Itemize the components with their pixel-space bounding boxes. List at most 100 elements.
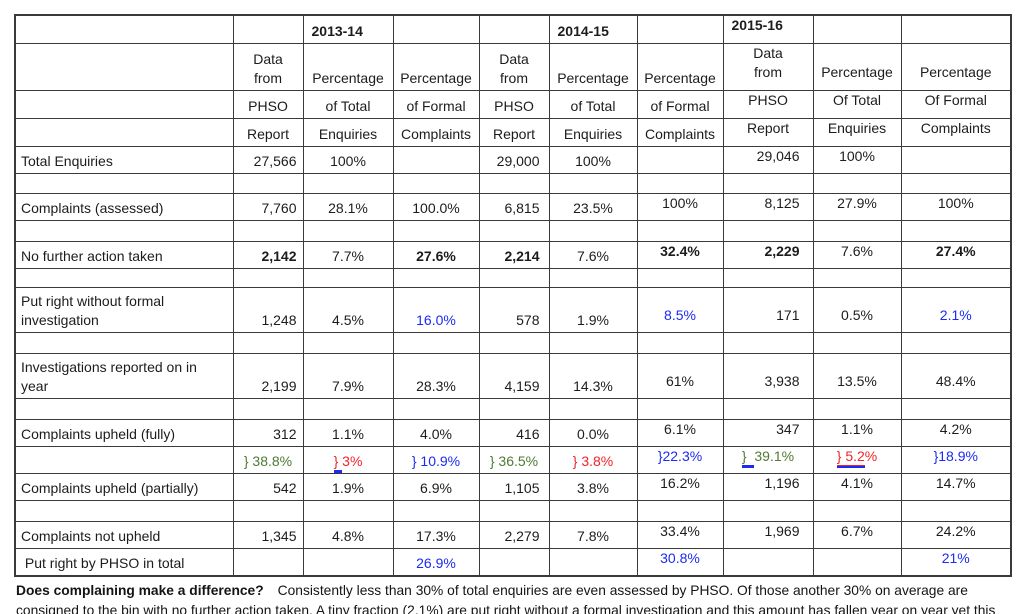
table-cell [722, 398, 814, 420]
header-cell: 2013-14 [302, 14, 394, 44]
table-cell: 14.7% [900, 473, 1012, 501]
table-cell: 4.8% [302, 521, 394, 549]
table-cell [302, 173, 394, 194]
table-cell [232, 398, 304, 420]
table-cell: 7,760 [232, 193, 304, 221]
table-cell [478, 332, 550, 354]
header-cell [14, 14, 234, 44]
table-cell: 2,142 [232, 241, 304, 269]
table-cell [636, 268, 724, 288]
table-cell: 347 [722, 419, 814, 447]
table-cell: 6.9% [392, 473, 480, 501]
table-cell: } 36.5% [478, 446, 550, 474]
phso-table: 2013-14 2014-15 2015-16 Data from Percentage… [14, 14, 1012, 577]
table-cell: 33.4% [636, 521, 724, 549]
header-cell [392, 14, 480, 44]
table-cell: 6,815 [478, 193, 550, 221]
table-cell: 416 [478, 419, 550, 447]
table-row: } 38.8%} 3%} 10.9%} 36.5%} 3.8%}22.3%} 3… [14, 446, 1012, 474]
table-cell: } 3% [302, 446, 394, 474]
table-cell: 27,566 [232, 146, 304, 174]
table-cell [14, 446, 234, 474]
table-cell: 0.0% [548, 419, 638, 447]
table-cell: } 3.8% [548, 446, 638, 474]
header-cell: Complaints [900, 118, 1012, 147]
header-cell: 2015-16 [722, 14, 814, 44]
brace-value-part: } [333, 453, 343, 471]
table-cell [478, 173, 550, 194]
table-cell: 2,229 [722, 241, 814, 269]
header-cell: PHSO [722, 90, 814, 119]
table-cell [14, 332, 234, 354]
table-cell: Complaints not upheld [14, 521, 234, 549]
table-row [14, 500, 1012, 522]
table-cell: } 10.9% [392, 446, 480, 474]
table-cell: 4.1% [812, 473, 902, 501]
table-cell [478, 268, 550, 288]
table-cell: Total Enquiries [14, 146, 234, 174]
table-row [14, 220, 1012, 242]
table-cell [232, 173, 304, 194]
header-cell [14, 43, 234, 91]
table-cell: 7.8% [548, 521, 638, 549]
table-cell [14, 173, 234, 194]
table-cell [392, 332, 480, 354]
header-cell [812, 14, 902, 44]
header-cell: of Total [302, 90, 394, 119]
table-cell [548, 398, 638, 420]
table-row [14, 332, 1012, 354]
table-cell [302, 332, 394, 354]
table-cell: 1,345 [232, 521, 304, 549]
table-cell: 4,159 [478, 353, 550, 399]
table-cell: No further action taken [14, 241, 234, 269]
table-cell [478, 500, 550, 522]
table-cell: 6.1% [636, 419, 724, 447]
header-cell: of Formal [636, 90, 724, 119]
table-cell: 6.7% [812, 521, 902, 549]
table-cell [900, 146, 1012, 174]
table-cell: 1,969 [722, 521, 814, 549]
table-header: 2013-14 2014-15 2015-16 Data from Percentage… [14, 14, 1012, 147]
table-cell: } 5.2% [812, 446, 902, 474]
table-cell [548, 548, 638, 577]
table-cell: 7.6% [548, 241, 638, 269]
table-row: Investigations reported on in year 2,199 7… [14, 353, 1012, 399]
header-cell: Enquiries [812, 118, 902, 147]
table-cell: 578 [478, 287, 550, 333]
table-cell: 100% [812, 146, 902, 174]
commentary-text: Consistently less than 30% of total enqu… [16, 583, 996, 614]
table-cell [636, 173, 724, 194]
table-cell: 48.4% [900, 353, 1012, 399]
table-cell: 100.0% [392, 193, 480, 221]
table-cell: 28.1% [302, 193, 394, 221]
table-cell [548, 268, 638, 288]
table-cell: 312 [232, 419, 304, 447]
table-cell [636, 146, 724, 174]
header-cell: Percentage [302, 43, 394, 91]
table-cell: 8,125 [722, 193, 814, 221]
table-cell: 29,046 [722, 146, 814, 174]
table-cell: 1.9% [302, 473, 394, 501]
header-cell: Enquiries [302, 118, 394, 147]
table-row: Complaints upheld (partially) 542 1.9% 6.9%… [14, 473, 1012, 501]
table-row [14, 268, 1012, 288]
table-cell: 4.0% [392, 419, 480, 447]
table-cell [232, 500, 304, 522]
table-cell [812, 220, 902, 242]
table-cell: } 38.8% [232, 446, 304, 474]
table-cell: 16.2% [636, 473, 724, 501]
commentary-question: Does complaining make a difference? [16, 583, 264, 598]
table-cell: 1,248 [232, 287, 304, 333]
brace-value-part: } [741, 448, 755, 466]
header-row: Report Enquiries Complaints Report Enquiries… [14, 118, 1012, 147]
table-cell [392, 500, 480, 522]
table-cell: 2,279 [478, 521, 550, 549]
table-cell: 3.8% [548, 473, 638, 501]
table-cell [900, 398, 1012, 420]
header-cell: Report [722, 118, 814, 147]
table-row: Total Enquiries 27,566 100% 29,000 100% 29,04… [14, 146, 1012, 174]
table-row: Complaints upheld (fully) 312 1.1% 4.0% 416 0… [14, 419, 1012, 447]
table-cell: }22.3% [636, 446, 724, 474]
table-cell [548, 173, 638, 194]
header-row: 2013-14 2014-15 2015-16 [14, 14, 1012, 44]
